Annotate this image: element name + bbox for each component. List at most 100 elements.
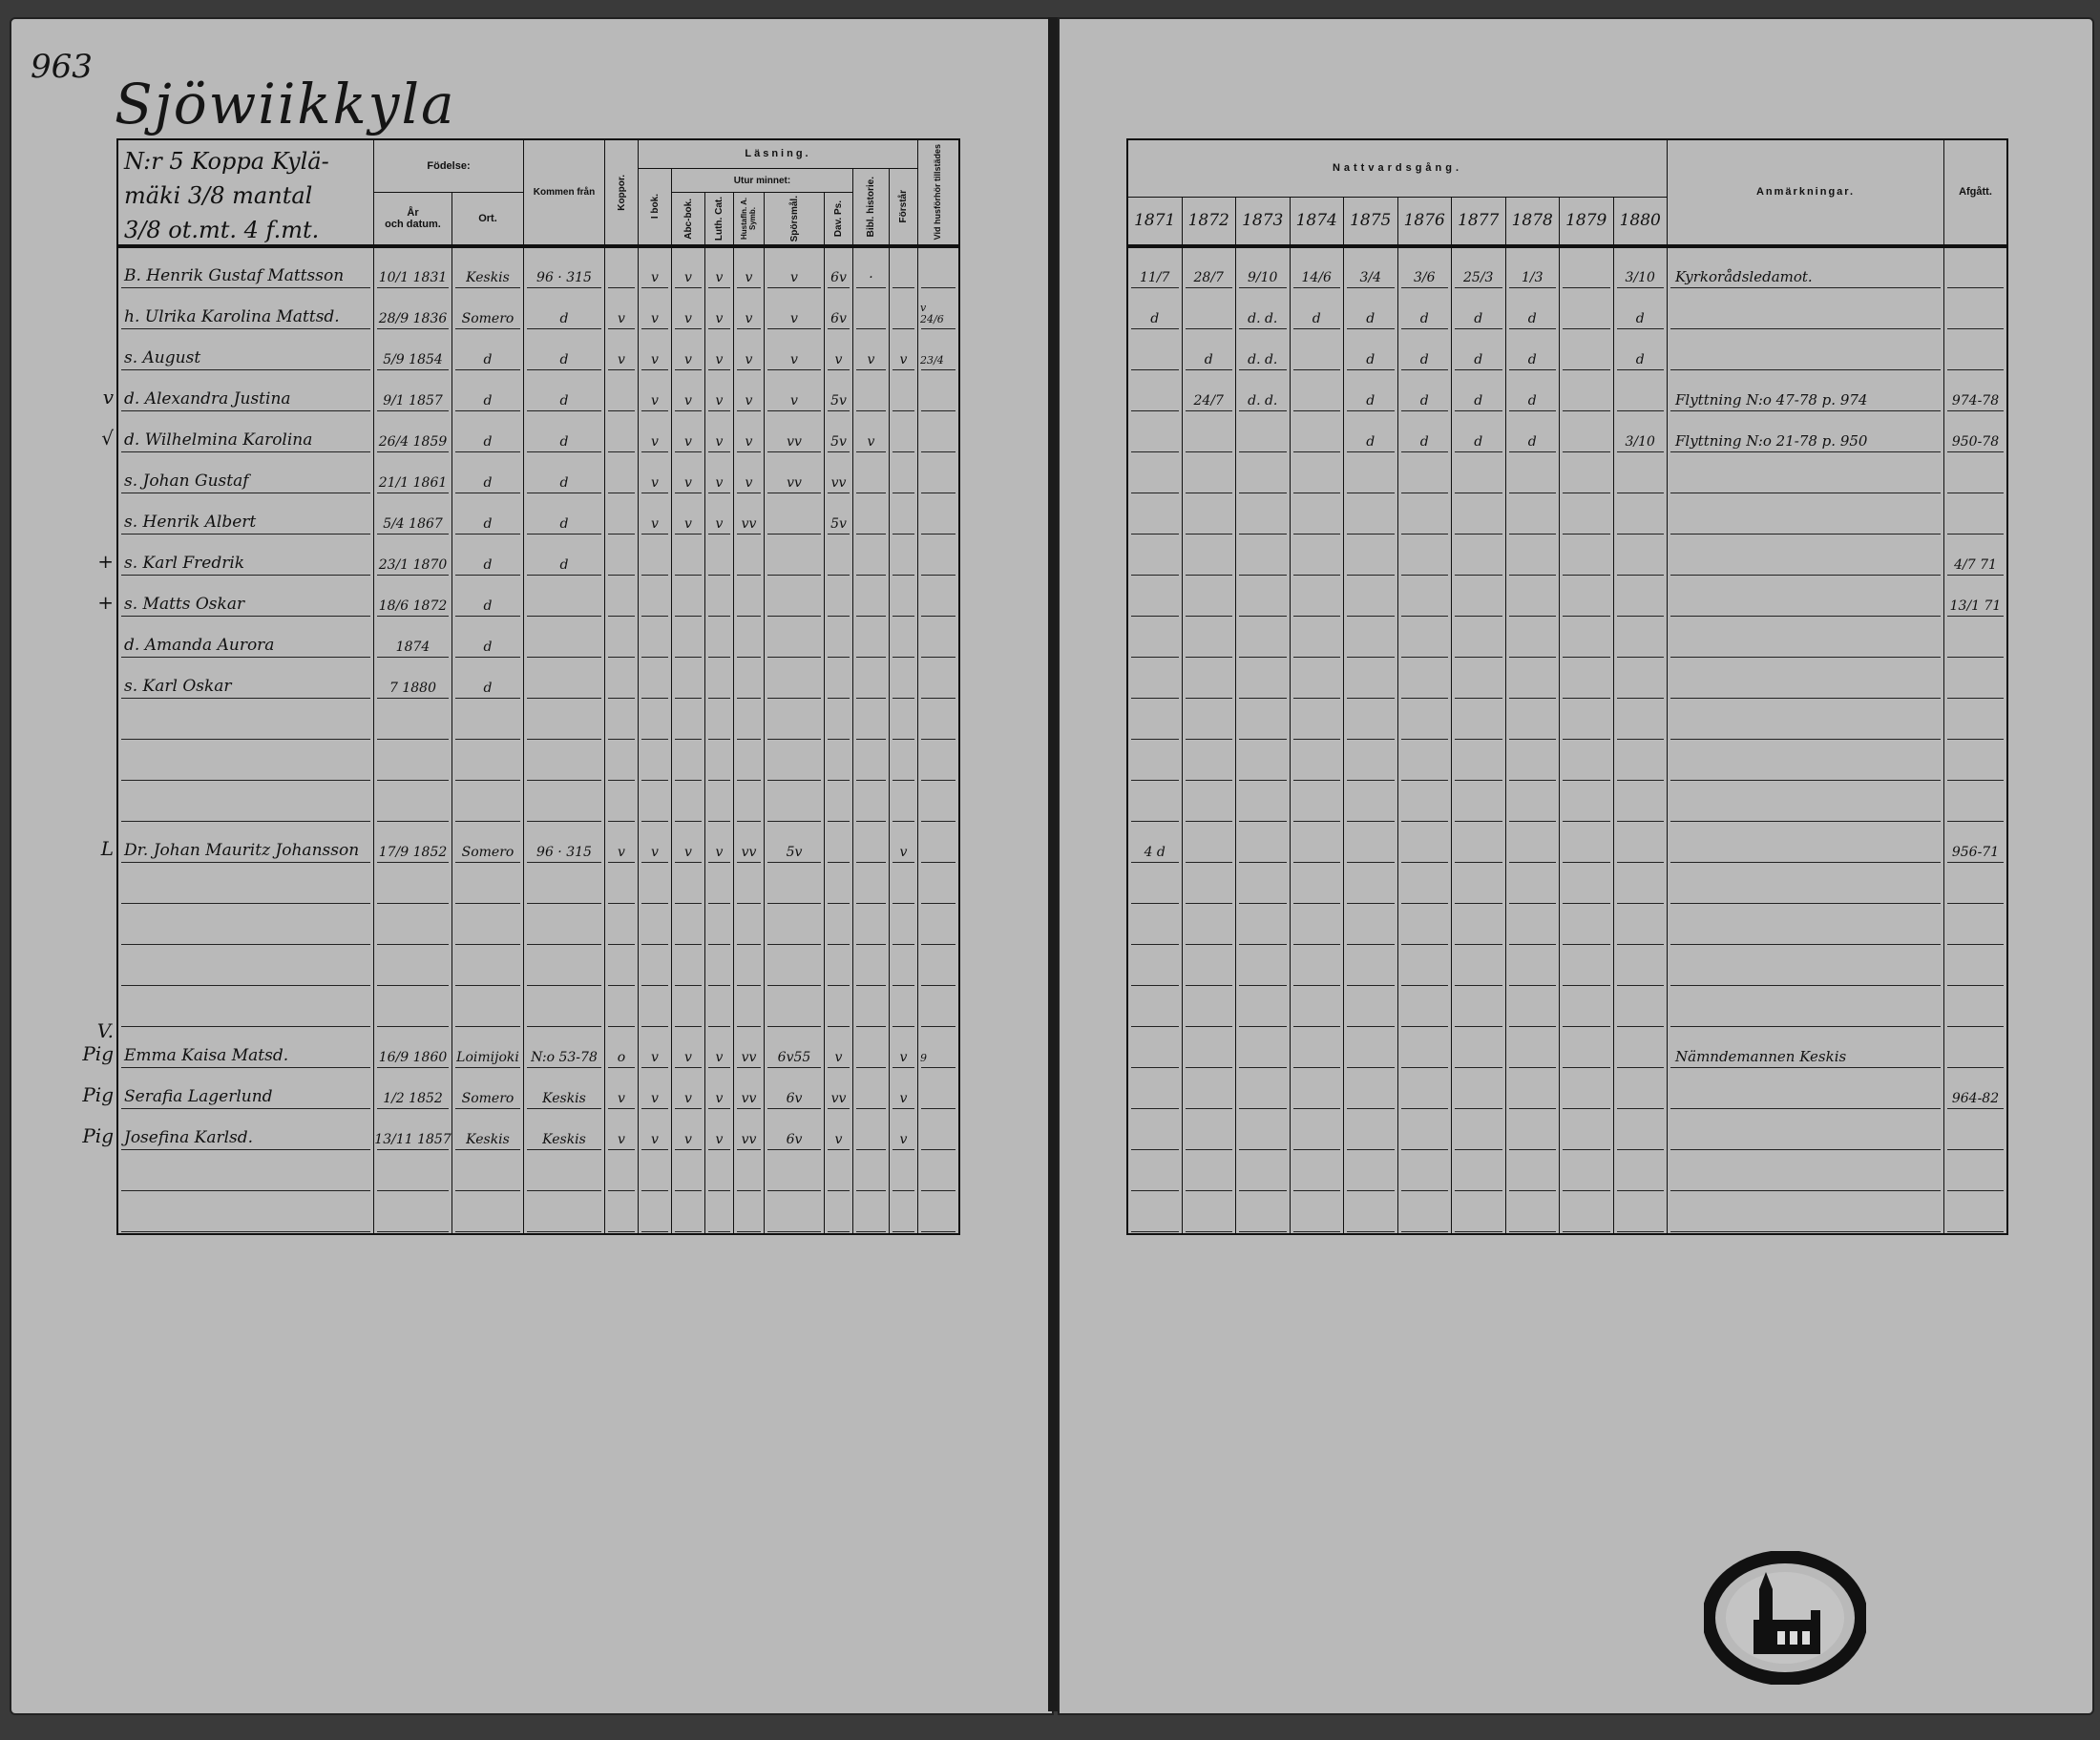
moved-from <box>524 946 605 987</box>
communion-row <box>1128 494 2006 535</box>
moved-from: d <box>524 371 605 412</box>
reading-mark: v <box>825 1110 853 1151</box>
birth-date <box>374 905 452 946</box>
reading-mark <box>705 741 734 782</box>
reading-mark <box>825 1151 853 1192</box>
register-row <box>118 864 958 905</box>
communion-entry <box>1291 864 1344 905</box>
communion-entry <box>1291 371 1344 412</box>
header-year-1873: 1873 <box>1236 198 1291 245</box>
header-hustafl-label: Hustafln. A. Symb. <box>739 197 757 241</box>
reading-mark <box>765 700 825 741</box>
reading-mark <box>853 987 890 1028</box>
birth-date: 21/1 1861 <box>374 453 452 494</box>
person-name <box>118 741 374 782</box>
departed <box>1944 289 2006 330</box>
moved-from: Keskis <box>524 1110 605 1151</box>
margin-mark: Pig <box>82 1124 114 1147</box>
reading-mark: v <box>672 494 705 535</box>
communion-entry <box>1291 823 1344 864</box>
register-row: Josefina Karlsd. 13/11 1857 Keskis Keskis v v… <box>82 1110 958 1151</box>
departed <box>1944 494 2006 535</box>
header-bibl-historie: Bibl. historie. <box>853 169 890 245</box>
left-table-header: N:r 5 Koppa Kylä- mäki 3/8 mantal 3/8 ot… <box>118 140 958 248</box>
communion-entry <box>1344 823 1398 864</box>
communion-entry <box>1128 330 1183 371</box>
communion-entry <box>1614 371 1668 412</box>
reading-mark: vv <box>734 1110 765 1151</box>
communion-row <box>1128 741 2006 782</box>
moved-from: d <box>524 453 605 494</box>
person-name: d. Amanda Aurora <box>118 618 374 659</box>
communion-entry <box>1236 453 1291 494</box>
reading-mark: 5v <box>765 823 825 864</box>
husforhor-cell <box>918 823 958 864</box>
birth-place: d <box>452 330 524 371</box>
communion-entry <box>1183 905 1236 946</box>
reading-mark <box>705 659 734 700</box>
register-row: s. Karl Oskar 7 1880 d <box>118 659 958 700</box>
husforhor-cell: 9 <box>918 1028 958 1069</box>
register-row: d. Alexandra Justina 9/1 1857 d d v v v v v 5v v <box>103 371 958 412</box>
reading-mark <box>890 453 918 494</box>
communion-entry <box>1236 905 1291 946</box>
communion-entry <box>1183 453 1236 494</box>
communion-entry: d <box>1291 289 1344 330</box>
communion-entry <box>1236 1069 1291 1110</box>
birth-place <box>452 946 524 987</box>
communion-entry <box>1506 1069 1560 1110</box>
communion-entry <box>1560 1028 1614 1069</box>
communion-entry: d <box>1398 371 1452 412</box>
reading-mark: v <box>705 823 734 864</box>
reading-mark: v <box>765 248 825 289</box>
husforhor-cell <box>918 577 958 618</box>
husforhor-cell <box>918 987 958 1028</box>
communion-entry <box>1236 412 1291 453</box>
departed <box>1944 946 2006 987</box>
reading-mark <box>890 700 918 741</box>
reading-mark <box>705 946 734 987</box>
reading-mark: v <box>705 330 734 371</box>
departed <box>1944 1151 2006 1192</box>
reading-mark: v <box>705 289 734 330</box>
communion-entry <box>1452 577 1506 618</box>
communion-entry <box>1614 741 1668 782</box>
communion-entry <box>1183 659 1236 700</box>
communion-entry <box>1183 700 1236 741</box>
communion-entry <box>1344 1110 1398 1151</box>
reading-mark <box>672 618 705 659</box>
reading-mark <box>705 1192 734 1233</box>
communion-entry <box>1560 1069 1614 1110</box>
register-row <box>118 1192 958 1233</box>
communion-entry <box>1452 453 1506 494</box>
birth-date: 23/1 1870 <box>374 535 452 577</box>
header-year-1871: 1871 <box>1128 198 1183 245</box>
reading-mark: v <box>639 248 672 289</box>
communion-entry <box>1398 577 1452 618</box>
header-i-bok-label: I bok. <box>649 194 661 220</box>
communion-entry <box>1506 905 1560 946</box>
reading-mark: vv <box>825 453 853 494</box>
reading-mark <box>890 577 918 618</box>
reading-mark <box>890 741 918 782</box>
person-name: s. August <box>118 330 374 371</box>
birth-date: 26/4 1859 <box>374 412 452 453</box>
husforhor-date: 24/6 <box>920 313 944 326</box>
remark <box>1668 864 1944 905</box>
communion-entry <box>1344 905 1398 946</box>
reading-mark <box>639 905 672 946</box>
communion-entry <box>1344 494 1398 535</box>
birth-place: Loimijoki <box>452 1028 524 1069</box>
communion-row: 4 d 956-71 <box>1128 823 2006 864</box>
communion-entry <box>1236 1192 1291 1233</box>
communion-row <box>1128 700 2006 741</box>
koppor-mark <box>605 248 639 289</box>
margin-mark: V. Pig <box>82 1019 114 1065</box>
register-row: Serafia Lagerlund 1/2 1852 Somero Keskis v v v… <box>82 1069 958 1110</box>
communion-entry <box>1614 1151 1668 1192</box>
communion-entry <box>1614 1110 1668 1151</box>
reading-mark: v <box>639 823 672 864</box>
communion-entry: 4 d <box>1128 823 1183 864</box>
header-sporsmal: Spörsmål. <box>765 193 825 245</box>
communion-entry <box>1398 864 1452 905</box>
